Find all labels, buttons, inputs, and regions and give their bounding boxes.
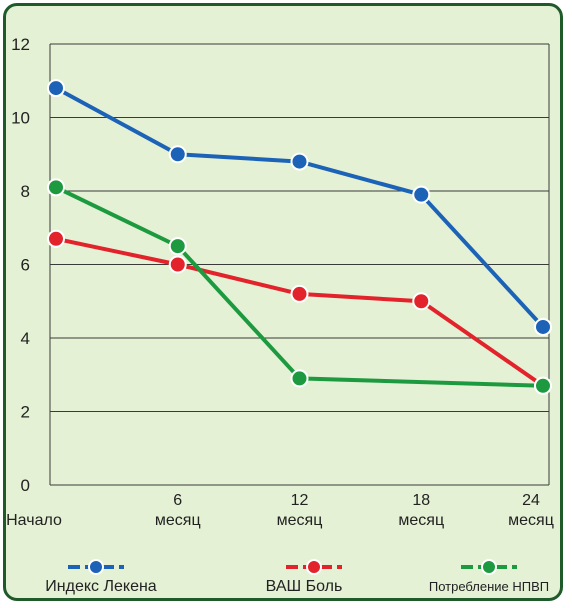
legend-swatch-marker bbox=[88, 559, 104, 575]
legend-swatch-marker bbox=[481, 559, 497, 575]
data-point bbox=[534, 317, 552, 336]
x-tick-label: Начало bbox=[6, 512, 62, 529]
chart-frame: 0 2 4 6 8 10 12 Начало 6 месяц 12 месяц 18 месяц 24 ме… bbox=[3, 3, 563, 601]
series-line bbox=[55, 185, 544, 388]
legend-label: Индекс Лекена bbox=[45, 578, 157, 595]
data-point bbox=[290, 369, 309, 388]
legend-swatch-marker bbox=[306, 559, 322, 575]
data-point bbox=[47, 178, 65, 197]
line-chart: 0 2 4 6 8 10 12 Начало 6 месяц 12 месяц 18 месяц 24 ме… bbox=[6, 35, 554, 595]
y-tick-label: 0 bbox=[21, 476, 30, 495]
y-tick-label: 8 bbox=[21, 182, 30, 201]
data-point bbox=[290, 152, 309, 171]
legend-item: ВАШ Боль bbox=[266, 559, 343, 595]
y-tick-label: 2 bbox=[21, 403, 30, 422]
data-point bbox=[47, 79, 65, 98]
x-tick-label: 18 месяц bbox=[398, 492, 444, 529]
x-tick-label: 24 месяц bbox=[508, 492, 554, 529]
x-tick-label: 12 месяц bbox=[277, 492, 323, 529]
data-point bbox=[47, 229, 65, 248]
y-tick-label: 4 bbox=[21, 329, 30, 348]
x-tick-label: 6 месяц bbox=[155, 492, 201, 529]
data-point bbox=[168, 237, 187, 256]
data-point bbox=[412, 185, 431, 204]
y-tick-label: 12 bbox=[11, 35, 30, 54]
legend-item: Потребление НПВП bbox=[429, 559, 549, 594]
legend-item: Индекс Лекена bbox=[45, 559, 157, 595]
data-point bbox=[168, 255, 187, 274]
legend-label: ВАШ Боль bbox=[266, 578, 343, 595]
data-point bbox=[168, 145, 187, 164]
data-point bbox=[412, 292, 431, 311]
y-tick-label: 10 bbox=[11, 109, 30, 128]
legend-label: Потребление НПВП bbox=[429, 579, 549, 594]
data-point bbox=[534, 376, 552, 395]
series-line bbox=[55, 236, 545, 388]
y-tick-label: 6 bbox=[21, 256, 30, 275]
data-point bbox=[290, 284, 309, 303]
